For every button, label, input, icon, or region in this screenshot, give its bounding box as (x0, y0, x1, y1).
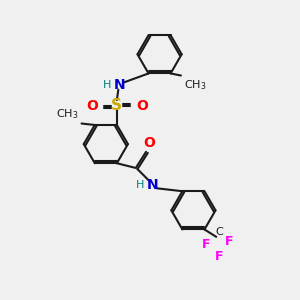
Text: H: H (136, 180, 144, 190)
Text: CH$_3$: CH$_3$ (56, 107, 79, 121)
Text: S: S (111, 98, 122, 113)
Text: CH$_3$: CH$_3$ (184, 78, 206, 92)
Text: F: F (225, 235, 234, 248)
Text: N: N (146, 178, 158, 192)
Text: O: O (143, 136, 155, 150)
Text: F: F (202, 238, 210, 251)
Text: O: O (136, 99, 148, 113)
Text: O: O (86, 99, 98, 113)
Text: F: F (215, 250, 224, 263)
Text: N: N (114, 78, 126, 92)
Text: H: H (103, 80, 112, 90)
Text: C: C (215, 227, 223, 237)
